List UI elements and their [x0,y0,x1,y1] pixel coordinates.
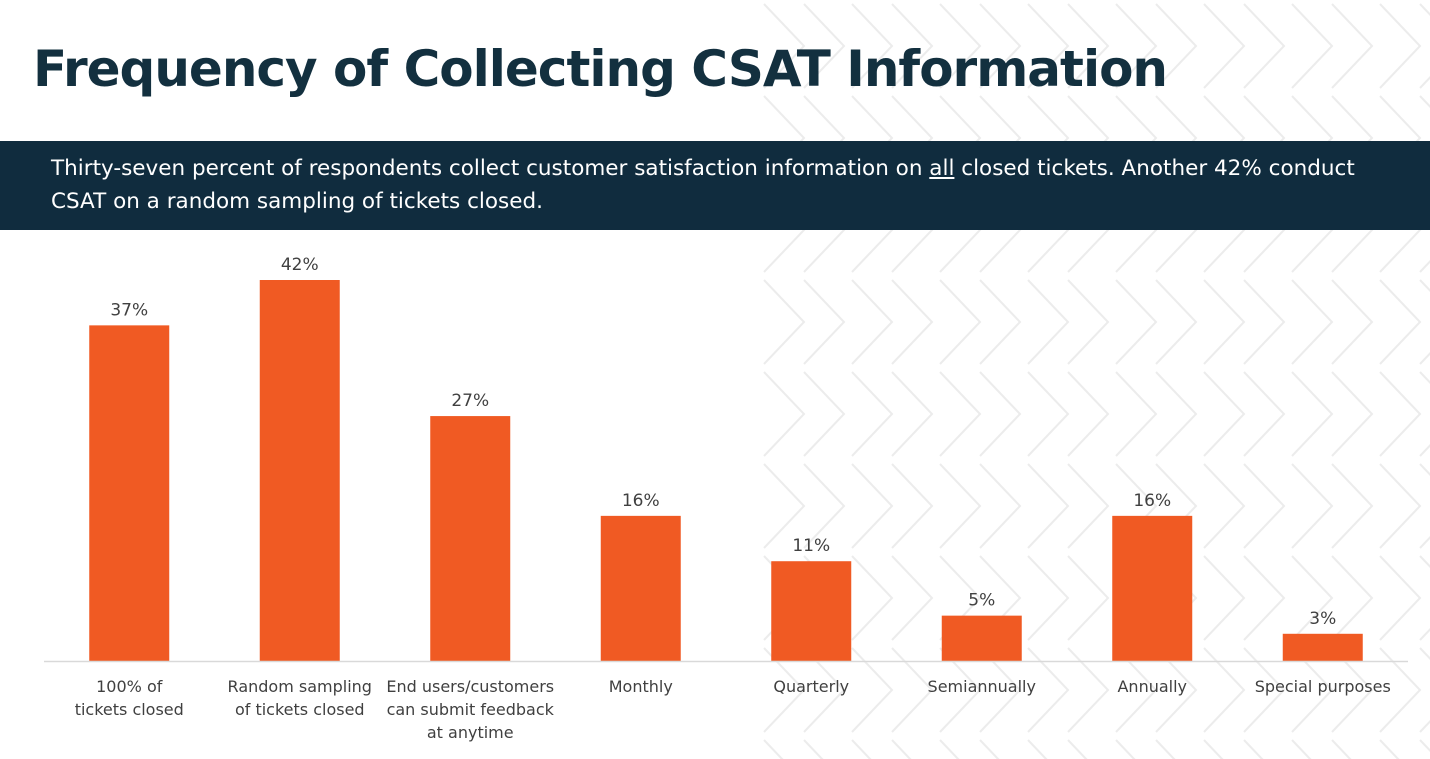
data-label-6: 5% [968,591,995,611]
category-label-4-line-1: Monthly [609,677,673,696]
background-pattern [760,0,1430,759]
category-label-3: End users/customers can submit feedback at… [386,677,554,742]
data-label-4: 16% [622,491,660,511]
data-label-8: 3% [1309,609,1336,629]
category-label-5-line-1: Quarterly [773,677,849,696]
category-label-2-line-1: Random sampling [228,677,372,696]
category-label-3-line-2: can submit feedback [387,700,555,719]
page-title: Frequency of Collecting CSAT Information [33,40,1168,98]
category-label-2-line-2: of tickets closed [235,700,365,719]
bar-5 [771,561,852,661]
summary-text-underlined: all [929,156,955,181]
bar-7 [1112,515,1193,661]
category-label-8-line-1: Special purposes [1255,677,1391,696]
summary-text-end: closed tickets. Another 42% conduct CSAT… [51,156,1355,214]
bar-6 [941,615,1022,661]
category-label-3-line-1: End users/customers [386,677,554,696]
bar-2 [259,280,340,661]
data-label-3: 27% [451,391,489,411]
bar-3 [430,416,511,661]
category-label-8: Special purposes [1255,677,1391,696]
category-label-1-line-1: 100% of [96,677,163,696]
category-label-6-line-1: Semiannually [928,677,1036,696]
bar-chart: 37% 100% of tickets closed 42% Random sampli… [44,255,1408,742]
category-label-7-line-1: Annually [1117,677,1187,696]
summary-banner: Thirty-seven percent of respondents coll… [0,141,1430,230]
data-label-5: 11% [792,536,830,556]
data-label-1: 37% [110,300,148,320]
category-label-4: Monthly [609,677,673,696]
summary-text: Thirty-seven percent of respondents coll… [51,152,1401,218]
category-label-5: Quarterly [773,677,849,696]
summary-text-start: Thirty-seven percent of respondents coll… [51,156,930,181]
bar-1 [89,325,170,661]
category-label-3-line-3: at anytime [427,723,514,742]
category-label-2: Random sampling of tickets closed [228,677,372,719]
category-label-7: Annually [1117,677,1187,696]
bar-4 [600,515,681,661]
category-label-1: 100% of tickets closed [75,677,184,719]
data-label-2: 42% [281,255,319,275]
bar-8 [1282,633,1363,661]
category-label-6: Semiannually [928,677,1036,696]
category-label-1-line-2: tickets closed [75,700,184,719]
data-label-7: 16% [1133,491,1171,511]
